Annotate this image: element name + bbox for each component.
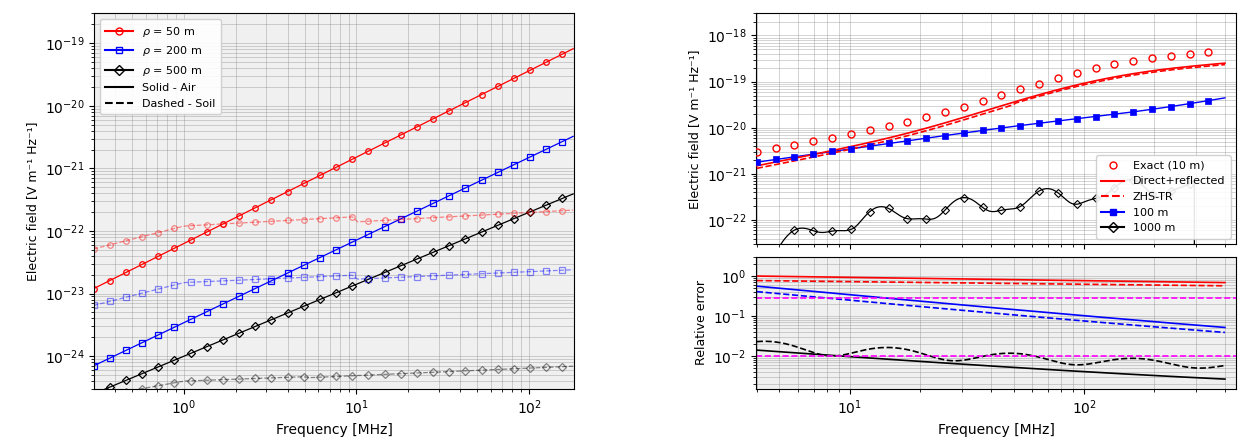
X-axis label: Frequency [MHz]: Frequency [MHz] [276,423,393,437]
X-axis label: Frequency [MHz]: Frequency [MHz] [937,423,1054,437]
Legend: $\rho$ = 50 m, $\rho$ = 200 m, $\rho$ = 500 m, Solid - Air, Dashed - Soil: $\rho$ = 50 m, $\rho$ = 200 m, $\rho$ = … [99,19,221,114]
Legend: Exact (10 m), Direct+reflected, ZHS-TR, 100 m, 1000 m: Exact (10 m), Direct+reflected, ZHS-TR, … [1096,156,1231,239]
Y-axis label: Relative error: Relative error [695,280,708,366]
Y-axis label: Electric field [V m⁻¹ Hz⁻¹]: Electric field [V m⁻¹ Hz⁻¹] [26,122,39,281]
Y-axis label: Electric field [V m⁻¹ Hz⁻¹]: Electric field [V m⁻¹ Hz⁻¹] [689,49,702,209]
